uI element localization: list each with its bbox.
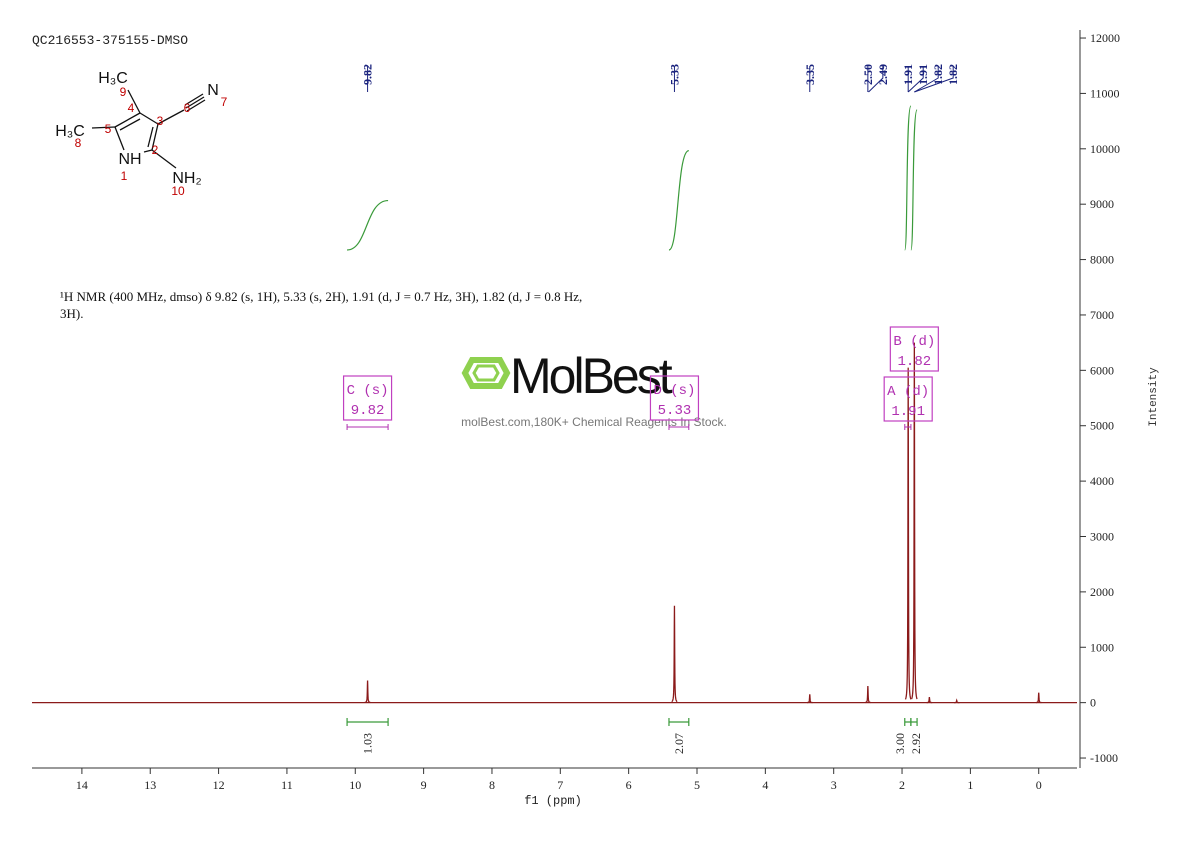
multiplet-box <box>883 376 933 422</box>
x-tick-label: 8 <box>489 778 495 792</box>
multiplet-name: D (s) <box>653 383 695 399</box>
y-axis-title: Intensity <box>1148 367 1160 427</box>
x-tick-label: 13 <box>144 778 156 792</box>
atom-number: 5 <box>105 122 112 136</box>
y-tick-label: 2000 <box>1090 585 1114 599</box>
peak-label-leader <box>907 66 924 93</box>
integral-curve <box>668 150 690 251</box>
x-tick-label: 7 <box>557 778 563 792</box>
watermark-slogan: molBest.com,180K+ Chemical Reagents In S… <box>461 415 727 429</box>
watermark: MolBest molBest.com,180K+ Chemical Reagen… <box>461 348 727 429</box>
y-tick-label: 7000 <box>1090 308 1114 322</box>
x-tick-label: 5 <box>694 778 700 792</box>
peak <box>926 697 933 704</box>
x-tick-label: 2 <box>899 778 905 792</box>
y-tick-label: 5000 <box>1090 419 1114 433</box>
x-tick-label: 10 <box>349 778 361 792</box>
x-tick-label: 3 <box>831 778 837 792</box>
x-tick-label: 14 <box>76 778 88 792</box>
watermark-brand: MolBest <box>510 348 673 404</box>
y-tick-label: 8000 <box>1090 253 1114 267</box>
x-tick-label: 11 <box>281 778 293 792</box>
peak <box>953 698 960 704</box>
y-tick-label: 11000 <box>1090 86 1120 100</box>
y-tick-label: 10000 <box>1090 142 1120 156</box>
atom-label: H₃C <box>55 123 85 140</box>
multiplet-bracket <box>346 424 389 430</box>
multiplet-box <box>342 375 393 421</box>
peak-label-leader <box>914 66 954 93</box>
peak <box>364 680 371 704</box>
peak <box>807 694 813 704</box>
integral-label: 2.07 <box>672 733 686 754</box>
x-tick-label: 6 <box>626 778 632 792</box>
integral-curve <box>346 199 389 251</box>
atom-number: 1 <box>121 169 128 183</box>
peak <box>1035 692 1042 704</box>
x-tick-label: 1 <box>967 778 973 792</box>
molecule-bonds <box>91 89 206 169</box>
atom-number: 4 <box>128 101 135 115</box>
atom-number: 3 <box>157 114 164 128</box>
integral-label: 2.92 <box>909 733 923 754</box>
multiplet-name: A (d) <box>887 384 929 400</box>
integral-bracket <box>346 718 389 726</box>
peak-label-leader <box>914 66 939 93</box>
y-tick-label: 1000 <box>1090 640 1114 654</box>
y-tick-label: 12000 <box>1090 31 1120 45</box>
multiplet-name: B (d) <box>893 334 935 350</box>
multiplet-shift: 1.91 <box>891 404 925 420</box>
atom-label: NH₂ <box>172 170 201 187</box>
peak <box>910 342 918 700</box>
integral-label: 1.03 <box>361 733 375 754</box>
integral-curve <box>910 109 918 251</box>
atom-label: N <box>207 82 219 99</box>
multiplet-shift: 9.82 <box>351 403 385 419</box>
peak <box>865 686 871 704</box>
peak <box>671 605 678 703</box>
x-axis-title: f1 (ppm) <box>524 794 582 808</box>
y-tick-label: -1000 <box>1090 751 1118 765</box>
multiplet-bracket <box>668 424 690 430</box>
x-tick-label: 9 <box>421 778 427 792</box>
x-tick-label: 4 <box>762 778 768 792</box>
logo-inner <box>472 364 500 382</box>
atom-number: 6 <box>184 101 191 115</box>
y-tick-label: 3000 <box>1090 529 1114 543</box>
multiplet-box <box>889 326 939 372</box>
y-tick-label: 9000 <box>1090 197 1114 211</box>
y-tick-label: 6000 <box>1090 363 1114 377</box>
peak <box>904 367 912 700</box>
y-tick-label: 0 <box>1090 696 1096 710</box>
integral-label: 3.00 <box>893 733 907 754</box>
peak-label-leader <box>868 66 884 93</box>
atom-number: 7 <box>221 95 228 109</box>
atom-number: 2 <box>152 143 159 157</box>
multiplet-name: C (s) <box>347 383 389 399</box>
annotation-box: ¹H NMR (400 MHz, dmso) δ 9.82 (s, 1H), 5… <box>60 289 583 321</box>
atom-label: NH <box>118 151 141 168</box>
integral-curve <box>904 105 912 251</box>
atom-number: 8 <box>75 136 82 150</box>
multiplet-bracket <box>904 424 912 430</box>
logo-hexagon <box>461 357 511 389</box>
y-tick-label: 4000 <box>1090 474 1114 488</box>
integral-bracket <box>668 718 690 726</box>
x-tick-label: 12 <box>213 778 225 792</box>
x-tick-label: 0 <box>1036 778 1042 792</box>
chart-title: QC216553-375155-DMSO <box>32 33 188 48</box>
multiplet-shift: 5.33 <box>658 403 692 419</box>
atom-label: H₃C <box>98 70 128 87</box>
integral-bracket <box>910 718 918 726</box>
atom-number: 10 <box>171 184 185 198</box>
atom-number: 9 <box>120 85 127 99</box>
annotation: ¹H NMR (400 MHz, dmso) δ 9.82 (s, 1H), 5… <box>60 289 583 321</box>
multiplet-shift: 1.82 <box>898 354 932 370</box>
multiplet-box <box>649 375 700 421</box>
